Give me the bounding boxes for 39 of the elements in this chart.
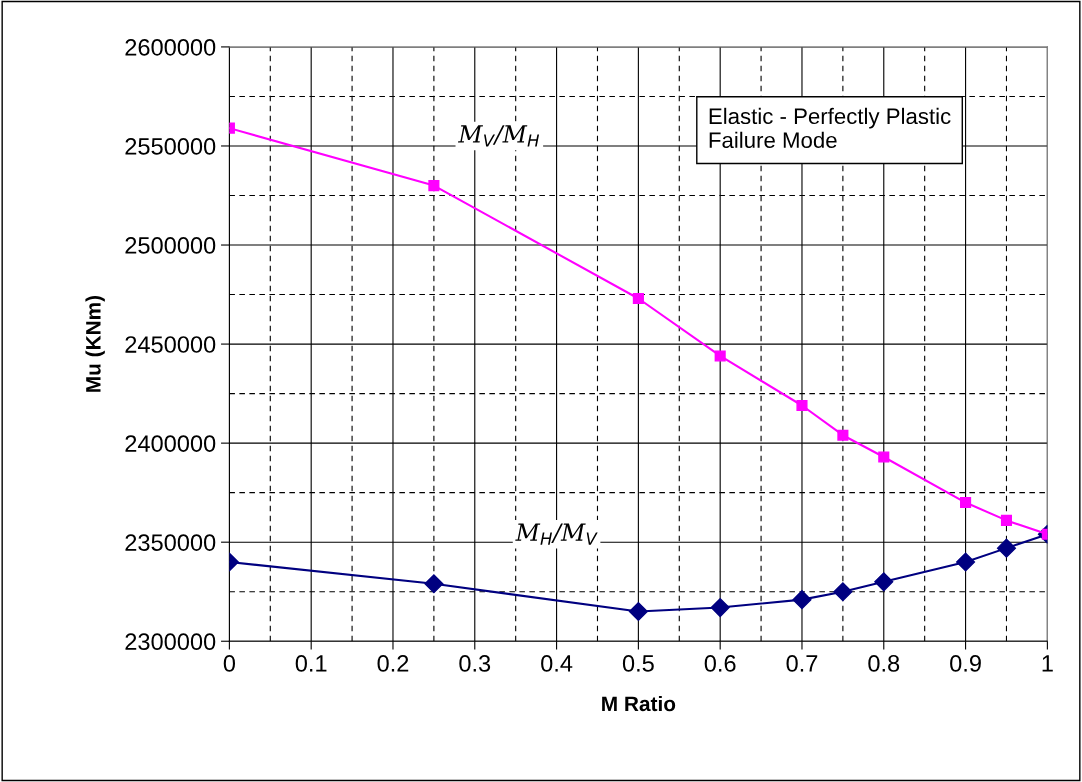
x-tick-label: 0 xyxy=(223,655,236,672)
x-tick-label: 0.3 xyxy=(459,655,491,672)
point xyxy=(878,451,890,463)
point xyxy=(424,574,444,594)
point xyxy=(428,180,440,192)
y-tick-label: 2500000 xyxy=(125,237,216,254)
y-tick-label: 2600000 xyxy=(125,38,216,56)
x-tick-label: 1 xyxy=(1042,655,1053,672)
x-axis-title: M Ratio xyxy=(602,695,676,712)
y-axis-title: Mu (KNm) xyxy=(85,295,105,392)
x-tick-label: 0.6 xyxy=(704,655,736,672)
x-tick-label: 0.1 xyxy=(295,655,327,672)
y-tick-label: 2550000 xyxy=(125,138,216,155)
point xyxy=(1000,514,1013,526)
point xyxy=(996,538,1017,558)
annotation: M$_{H}$/M$_{V}$ xyxy=(515,523,598,545)
point xyxy=(874,572,894,592)
point xyxy=(837,429,849,441)
point xyxy=(960,497,972,509)
y-tick-label: 2350000 xyxy=(125,534,216,551)
point xyxy=(796,399,808,412)
point xyxy=(792,590,812,610)
point xyxy=(632,292,644,305)
point xyxy=(833,582,853,602)
x-tick-label: 0.7 xyxy=(786,655,818,672)
point xyxy=(956,552,976,572)
x-tick-label: 0.4 xyxy=(541,655,573,672)
y-tick-label: 2300000 xyxy=(125,633,216,651)
x-tick-label: 0.8 xyxy=(868,655,900,672)
annotation: M$_{V}$/M$_{H}$ xyxy=(458,125,540,147)
point xyxy=(710,598,730,618)
x-tick-label: 0.9 xyxy=(950,655,981,672)
y-tick-label: 2450000 xyxy=(125,336,216,353)
x-tick-label: 0.2 xyxy=(377,655,409,672)
y-tick-label: 2400000 xyxy=(125,435,216,452)
x-tick-label: 0.5 xyxy=(622,655,654,672)
point xyxy=(714,350,726,362)
point xyxy=(628,601,648,622)
annotation: Elastic - Perfectly Plastic Failure Mode xyxy=(709,107,951,149)
